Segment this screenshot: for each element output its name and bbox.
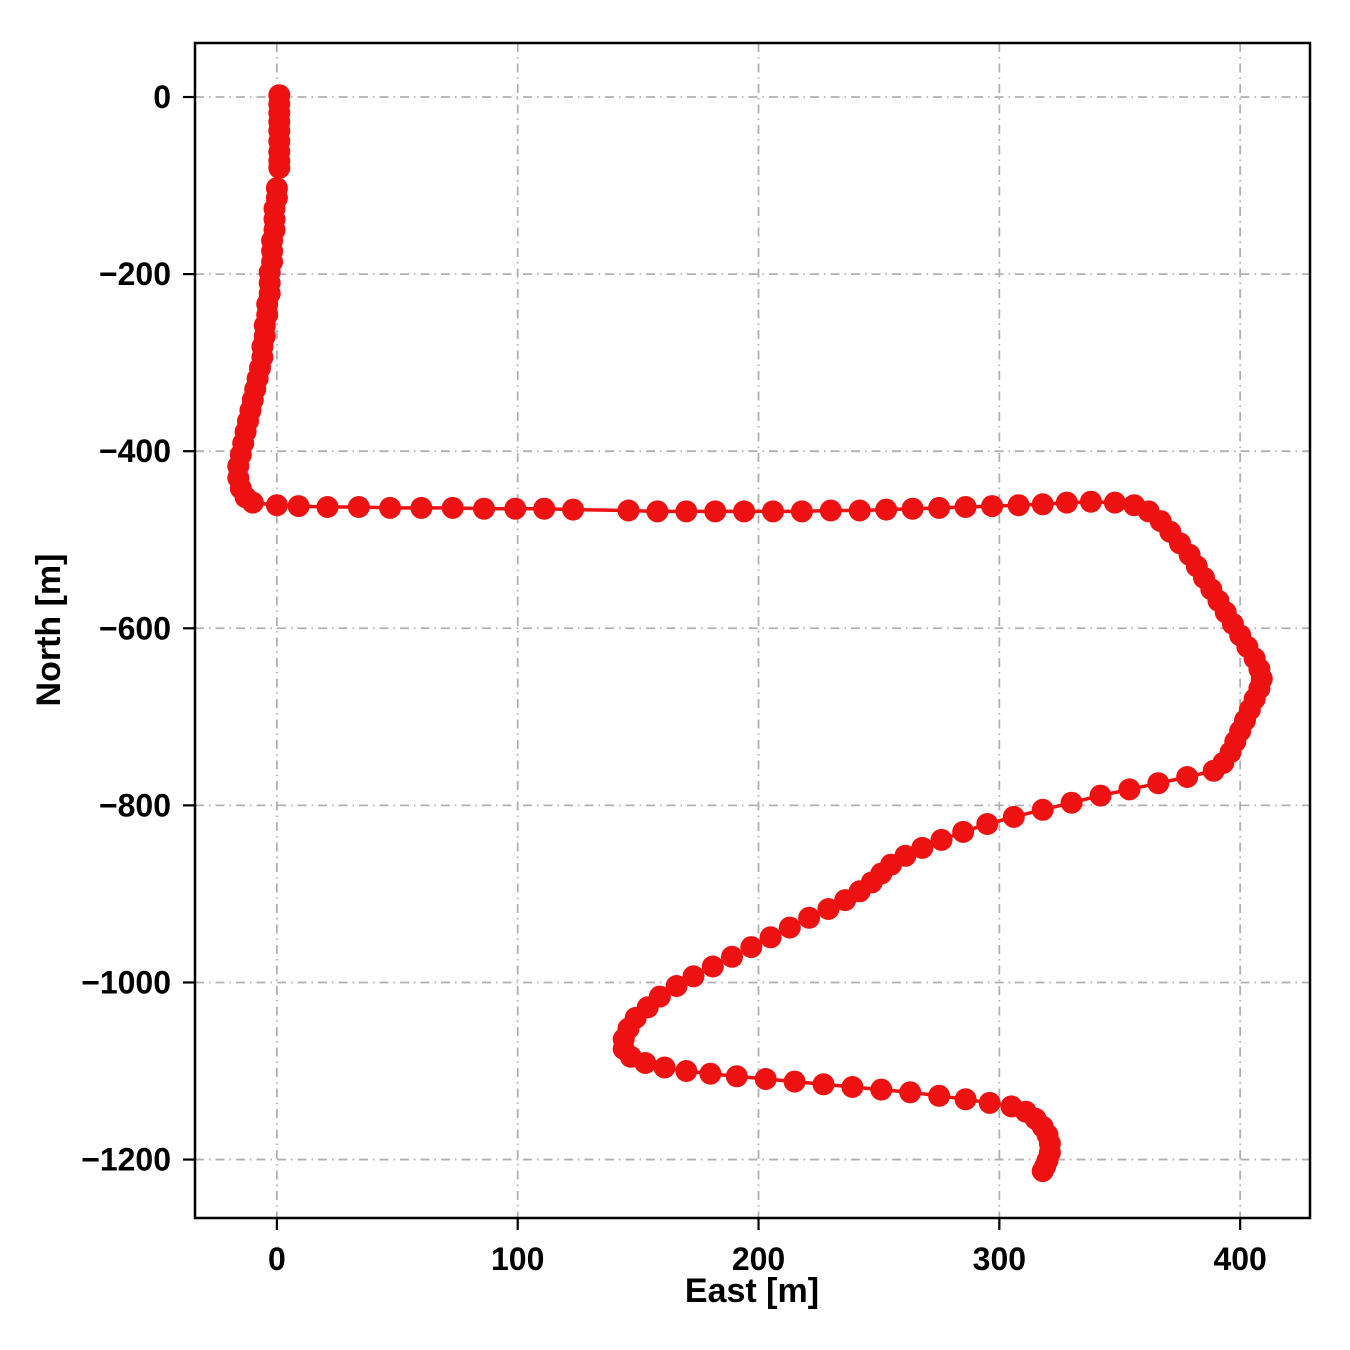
trajectory-point bbox=[790, 500, 813, 523]
trajectory-point bbox=[754, 1068, 777, 1090]
trajectory-point bbox=[1060, 791, 1083, 814]
trajectory-point bbox=[952, 820, 975, 843]
trajectory-point bbox=[981, 495, 1004, 518]
trajectory-point bbox=[1176, 766, 1199, 788]
x-tick-label: 0 bbox=[268, 1241, 286, 1277]
trajectory-point bbox=[1031, 1160, 1054, 1183]
plot-frame bbox=[193, 41, 1312, 1220]
trajectory-point bbox=[1079, 490, 1102, 513]
trajectory-point bbox=[704, 500, 727, 523]
trajectory-point bbox=[379, 496, 402, 519]
trajectory-point bbox=[241, 491, 264, 514]
trajectory-point bbox=[1103, 491, 1126, 514]
trajectory-point bbox=[646, 500, 669, 523]
trajectory-point bbox=[665, 975, 688, 997]
trajectory-point bbox=[928, 1084, 951, 1107]
trajectory-point bbox=[268, 156, 291, 179]
trajectory-point bbox=[778, 916, 801, 939]
trajectory-point bbox=[1147, 772, 1170, 795]
trajectory-point bbox=[682, 965, 705, 988]
trajectory-point bbox=[954, 496, 977, 518]
trajectory-point bbox=[848, 499, 871, 522]
trajectory-point bbox=[701, 955, 724, 978]
y-tick-label: 0 bbox=[153, 79, 171, 115]
trajectory-point bbox=[976, 813, 999, 835]
y-axis-label: North [m] bbox=[30, 554, 68, 707]
trajectory-point bbox=[675, 1060, 698, 1082]
trajectory-point bbox=[819, 499, 842, 522]
trajectory-point bbox=[699, 1062, 722, 1085]
x-tick-label: 200 bbox=[732, 1241, 785, 1277]
y-tick-label: −800 bbox=[99, 787, 171, 823]
y-tick-label: −400 bbox=[99, 433, 171, 469]
x-tick-label: 100 bbox=[491, 1241, 544, 1277]
trajectory-point bbox=[901, 497, 924, 520]
trajectory-point bbox=[1002, 805, 1025, 828]
trajectory-point bbox=[347, 496, 370, 518]
trajectory-point bbox=[265, 494, 288, 517]
trajectory-point bbox=[1118, 778, 1141, 801]
trajectory-point bbox=[930, 828, 953, 851]
x-axis-label: East [m] bbox=[685, 1272, 819, 1310]
y-tick-label: −1200 bbox=[81, 1142, 171, 1178]
trajectory-point bbox=[441, 496, 464, 519]
trajectory-point bbox=[675, 500, 698, 523]
trajectory-point bbox=[1055, 491, 1078, 514]
trajectory-point bbox=[287, 495, 310, 518]
trajectory-point bbox=[899, 1081, 922, 1104]
trajectory-point bbox=[841, 1076, 864, 1098]
trajectory-line bbox=[236, 93, 1264, 1173]
trajectory-point bbox=[1202, 759, 1225, 782]
trajectory-point bbox=[928, 496, 951, 519]
trajectory-point bbox=[316, 496, 339, 518]
trajectory-point bbox=[817, 898, 840, 920]
trajectory-point bbox=[410, 496, 433, 519]
trajectory-point bbox=[870, 1078, 893, 1101]
trajectory-point bbox=[740, 936, 763, 959]
trajectory-point bbox=[978, 1091, 1001, 1114]
trajectory-point bbox=[473, 497, 495, 520]
trajectory-point bbox=[721, 945, 743, 968]
trajectory-point bbox=[504, 497, 527, 520]
y-tick-label: −200 bbox=[99, 256, 171, 292]
trajectory-point bbox=[834, 889, 857, 912]
y-tick-label: −1000 bbox=[81, 964, 171, 1000]
trajectory-point bbox=[954, 1088, 977, 1111]
trajectory-point bbox=[1031, 493, 1054, 516]
trajectory-point bbox=[1089, 784, 1112, 807]
trajectory-point bbox=[634, 1052, 657, 1074]
trajectory-point bbox=[812, 1073, 835, 1096]
trajectory-point bbox=[762, 500, 784, 523]
y-tick-label: −600 bbox=[99, 610, 171, 646]
trajectory-point bbox=[798, 906, 821, 929]
x-tick-label: 400 bbox=[1213, 1241, 1266, 1277]
trajectory-point bbox=[617, 499, 640, 522]
trajectory-point bbox=[759, 926, 782, 949]
trajectory-point bbox=[911, 836, 934, 859]
trajectory-point bbox=[533, 497, 556, 520]
trajectory-point bbox=[725, 1065, 748, 1088]
trajectory-point bbox=[783, 1070, 806, 1093]
plot-generated-layer: 0 100 200 300 400 0 −200 −400 −600 −800 −1000 −1200 bbox=[81, 41, 1312, 1277]
trajectory-point bbox=[1007, 494, 1030, 517]
trajectory-point bbox=[1031, 798, 1054, 821]
trajectory-point bbox=[562, 498, 585, 521]
trajectory-point bbox=[653, 1056, 676, 1079]
trajectory-point bbox=[875, 498, 898, 521]
x-tick-label: 300 bbox=[973, 1241, 1026, 1277]
trajectory-point bbox=[733, 500, 756, 523]
